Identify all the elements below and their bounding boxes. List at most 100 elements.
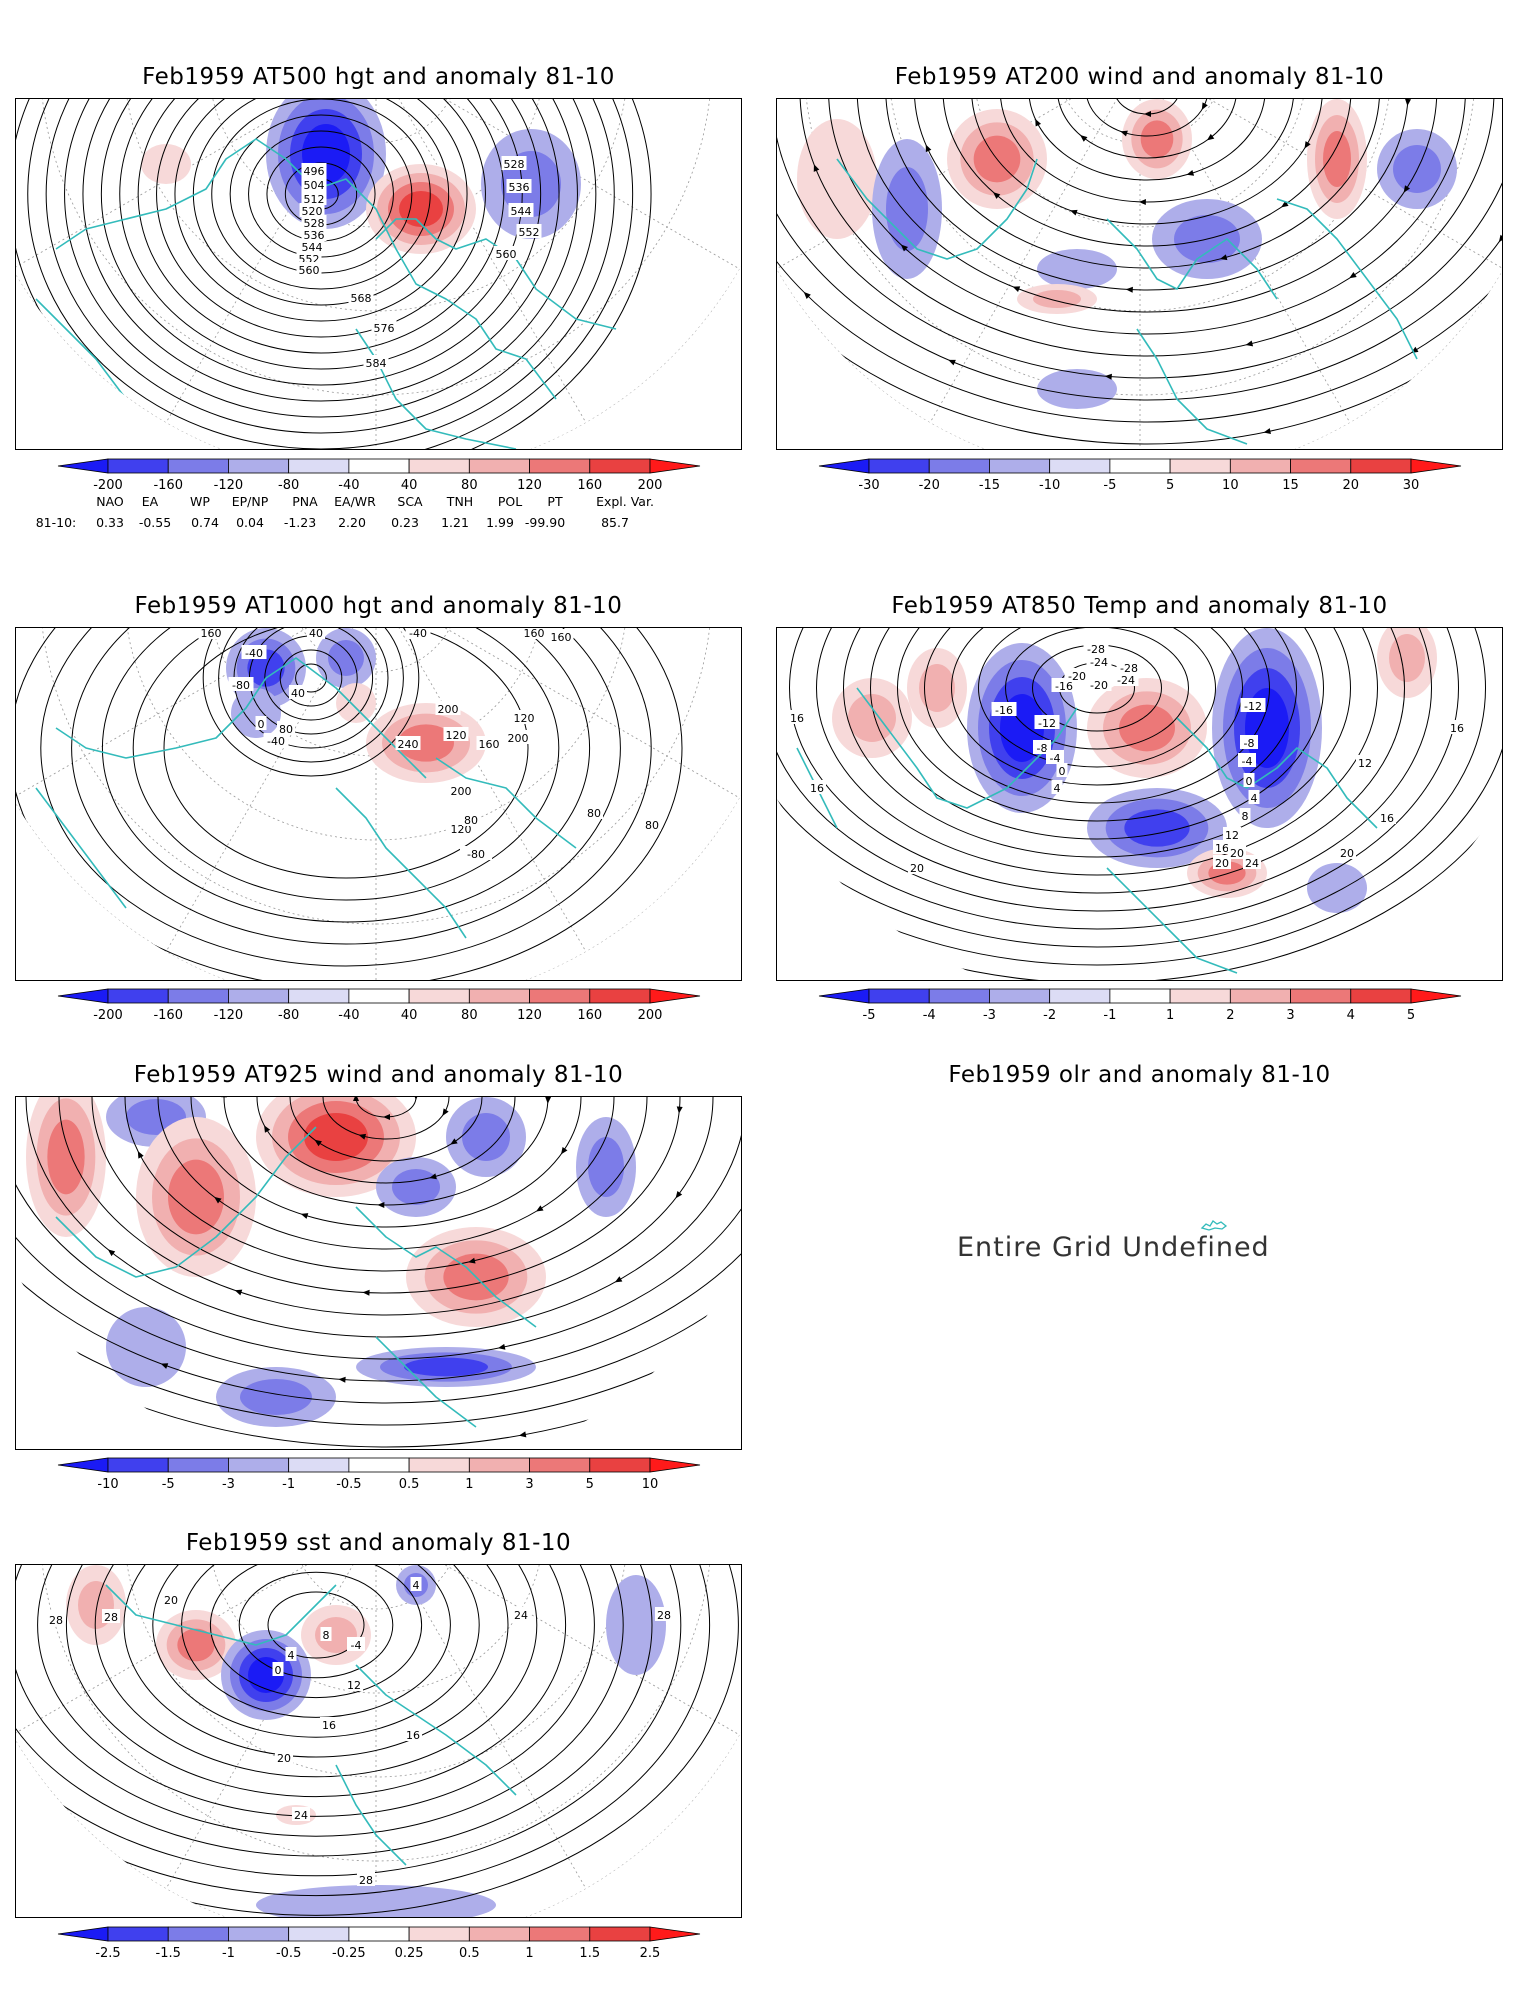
streamline xyxy=(289,1097,483,1162)
positive-anomaly xyxy=(1389,634,1425,682)
teleconnection-value: 85.7 xyxy=(601,515,629,530)
temp850-contour-label: -16 xyxy=(995,704,1013,717)
temp850-contour-label: 20 xyxy=(910,862,924,875)
colorbar-tick-label: 5 xyxy=(1406,1008,1416,1023)
hgt1000-label-bg xyxy=(463,846,489,860)
streamline-arrow xyxy=(1144,111,1151,117)
streamline xyxy=(1086,99,1208,137)
sst-contour xyxy=(16,1565,682,1877)
sst-contour xyxy=(209,1565,423,1699)
hgt1000-label-bg xyxy=(241,645,267,659)
temp-contour xyxy=(978,628,1216,768)
colorbar-tick-label: -80 xyxy=(278,1008,300,1023)
colorbar-tick-label: 20 xyxy=(1342,478,1360,493)
colorbar-tick-label: -10 xyxy=(97,1477,119,1492)
temp850-contour-label: 20 xyxy=(1230,847,1244,860)
temp-contour xyxy=(951,628,1243,786)
sst-contour-label: 4 xyxy=(413,1579,420,1592)
hgt500-label-bg xyxy=(301,163,327,177)
colorbar-segment xyxy=(107,458,169,474)
hgt500-label-bg xyxy=(301,177,327,191)
colorbar-tick-label: -1 xyxy=(221,1946,235,1961)
colorbar-tick-label: 30 xyxy=(1402,478,1420,493)
teleconnection-value: 1.99 xyxy=(486,515,514,530)
streamline xyxy=(157,1097,615,1250)
streamline xyxy=(971,99,1323,225)
sst-label-bg xyxy=(404,1727,422,1741)
hgt500-label-bg xyxy=(516,224,542,238)
streamline xyxy=(1028,99,1266,181)
colorbar-left-arrow xyxy=(57,1457,109,1473)
temp850-contour-label: 16 xyxy=(810,782,824,795)
sst-label-bg xyxy=(512,1607,530,1621)
colorbar-segment xyxy=(228,458,290,474)
colorbar-segment xyxy=(1049,458,1111,474)
colorbar-tick-label: -15 xyxy=(978,478,1001,493)
sst-label-bg xyxy=(47,1612,65,1626)
colorbar-segment xyxy=(468,458,530,474)
hgt1000-contour-label: -40 xyxy=(267,735,285,748)
sst-contour-label: 16 xyxy=(322,1719,336,1732)
streamline-arrow xyxy=(377,1202,385,1209)
colorbar-tick-label: 1 xyxy=(1165,1008,1175,1023)
height-contour xyxy=(16,99,634,449)
coastline xyxy=(55,1126,317,1278)
streamline-arrow xyxy=(1070,209,1078,216)
teleconnection-header: NAO xyxy=(96,494,124,509)
temp850-label-bg xyxy=(1034,715,1060,729)
coastline xyxy=(35,787,127,909)
temp850-contour-label: -12 xyxy=(1038,717,1056,730)
hgt1000-label-bg xyxy=(643,817,661,831)
temp850-label-bg xyxy=(1223,827,1241,841)
colorbar-tick-label: -40 xyxy=(338,478,360,493)
hgt1000-label-bg xyxy=(405,628,431,639)
hgt1000-label-bg xyxy=(548,629,574,643)
hgt1000-contour-label: 160 xyxy=(479,738,500,751)
hgt500-label-bg xyxy=(506,179,532,193)
hgt500-contour-label: 560 xyxy=(299,264,320,277)
temp850-label-bg xyxy=(908,860,926,874)
colorbar-right-arrow xyxy=(1410,458,1462,474)
streamline-arrow xyxy=(1219,254,1228,261)
hgt500-contour-label: 504 xyxy=(304,179,325,192)
hgt1000-contour-label: 0 xyxy=(258,718,265,731)
temp-contour xyxy=(1005,628,1189,750)
colorbar-tick-label: -4 xyxy=(922,1008,936,1023)
temp850-contour-label: -24 xyxy=(1117,674,1135,687)
colorbar-tick-label: -0.5 xyxy=(275,1946,302,1961)
panel-title-850: Feb1959 AT850 Temp and anomaly 81-10 xyxy=(891,593,1388,619)
coastline xyxy=(55,138,557,400)
temp-contour xyxy=(897,628,1297,822)
hgt1000-contour-label: 80 xyxy=(279,723,293,736)
colorbar-tick-label: 1 xyxy=(525,1946,534,1961)
colorbar-tick-label: 2.5 xyxy=(639,1946,661,1961)
streamline xyxy=(190,1097,582,1228)
hgt1000-label-bg xyxy=(307,628,325,639)
temp850-label-bg xyxy=(1356,755,1374,769)
colorbar-tick-label: 5 xyxy=(1165,478,1175,493)
colorbar-left-arrow xyxy=(818,988,870,1004)
teleconnection-value: 0.04 xyxy=(236,515,264,530)
temp850-contour-label: 0 xyxy=(1059,765,1066,778)
colorbar-segment xyxy=(408,1457,470,1473)
streamline-arrow xyxy=(338,1376,346,1383)
temp850-label-bg xyxy=(1228,845,1246,859)
teleconnection-value: 1.21 xyxy=(441,515,469,530)
temp850-contour-label: 12 xyxy=(1225,829,1239,842)
temp-contour xyxy=(789,628,1405,894)
colorbar-tick-label: 120 xyxy=(517,1008,542,1023)
hgt1000-label-bg xyxy=(255,716,267,730)
streamline xyxy=(856,99,1438,313)
streamline xyxy=(777,213,1502,401)
streamline xyxy=(16,1277,741,1404)
colorbar-segment xyxy=(107,988,169,1004)
hgt1000-label-bg xyxy=(198,628,224,639)
sst-label-bg xyxy=(320,1627,332,1641)
teleconnection-header: POL xyxy=(497,494,523,509)
streamline xyxy=(124,1097,648,1272)
streamline-arrow xyxy=(614,1276,623,1283)
hgt500-contour-label: 520 xyxy=(302,205,323,218)
hgt500-label-bg xyxy=(296,251,322,265)
colorbar-tick-label: -5 xyxy=(161,1477,175,1492)
negative-anomaly xyxy=(392,1169,440,1205)
